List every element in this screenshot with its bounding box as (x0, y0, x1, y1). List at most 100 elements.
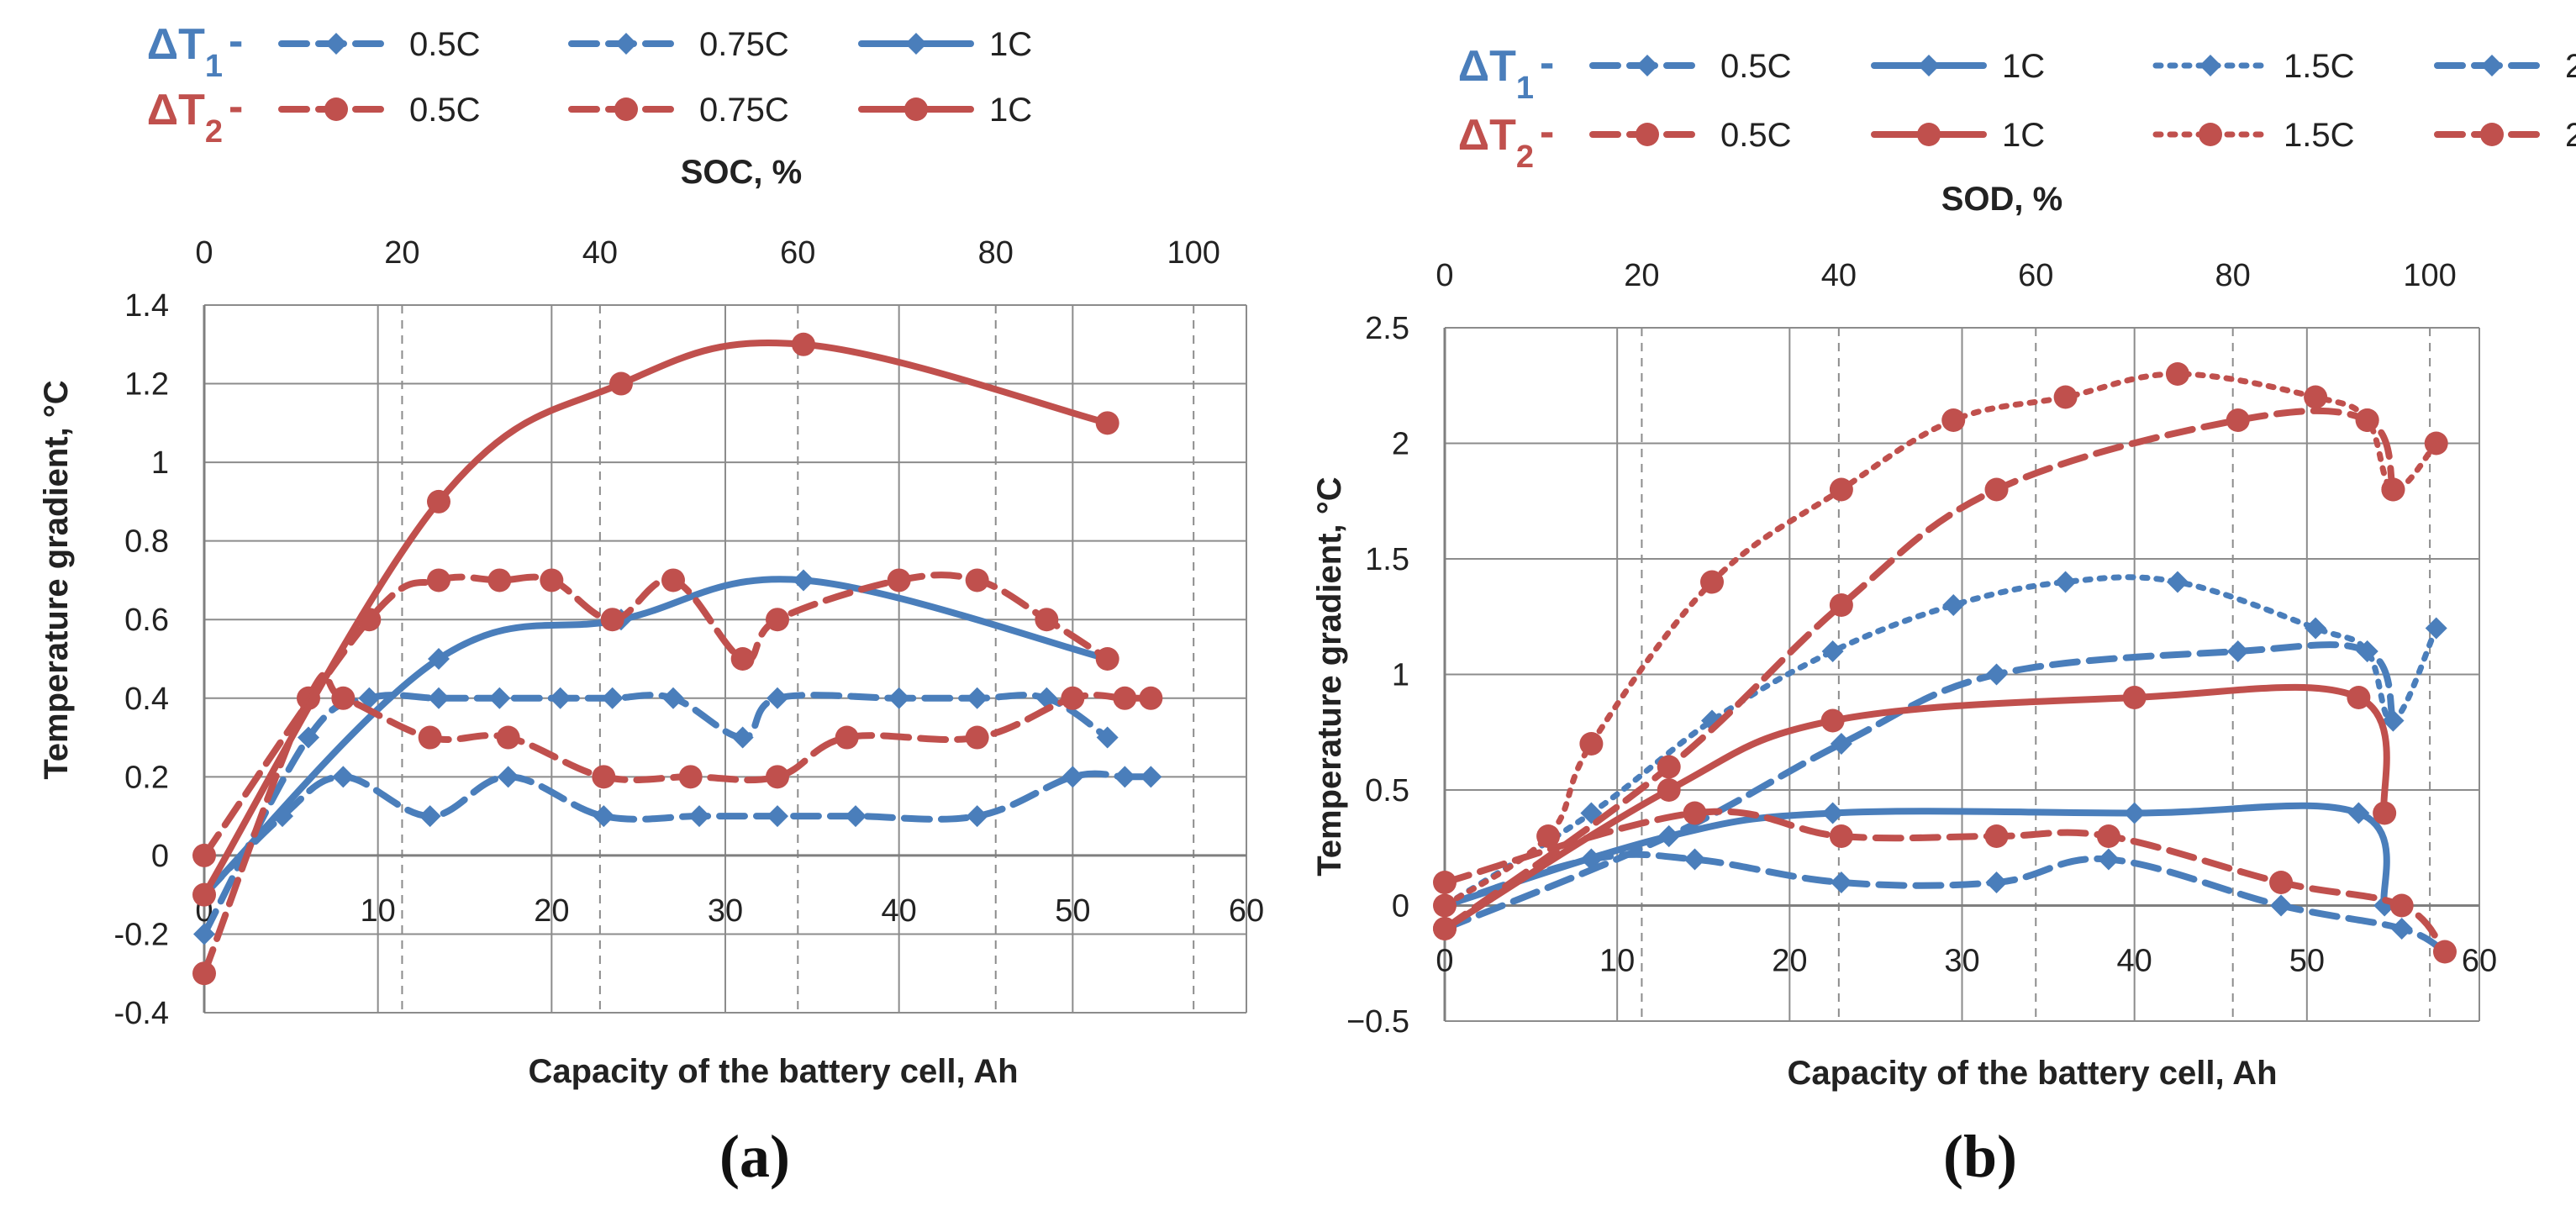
series-line (201, 340, 1111, 898)
data-point (1985, 872, 2008, 893)
x2-tick-label: 0 (195, 235, 213, 271)
data-point (966, 805, 988, 828)
data-point (766, 805, 788, 828)
legend-title-dash: - (229, 82, 243, 131)
data-point (766, 608, 789, 632)
legend-marker (1917, 123, 1941, 146)
data-point (1984, 477, 2009, 502)
legend-label: 0.75C (699, 92, 789, 129)
data-point (766, 765, 789, 789)
data-point (2425, 617, 2447, 640)
legend-marker (1636, 123, 1659, 146)
data-point (2424, 431, 2448, 456)
legend-label: 2C (2565, 117, 2576, 154)
legend-title-symbol: ΔT (1458, 42, 1516, 91)
legend-title-dt2: ΔT2 (147, 86, 223, 150)
data-point (2390, 918, 2413, 940)
data-point (2432, 940, 2457, 964)
data-point (2122, 686, 2147, 709)
x2-axis-label: SOD, % (1941, 181, 2062, 218)
x-tick-label: 10 (1599, 944, 1635, 979)
data-point (593, 805, 615, 828)
data-point (2347, 686, 2371, 709)
data-point (1095, 647, 1119, 671)
data-point (487, 568, 512, 592)
data-point (1579, 732, 1604, 756)
y-tick-label: 1 (1392, 658, 1409, 693)
data-point (592, 765, 616, 789)
data-point (2165, 362, 2189, 386)
series-line (201, 770, 1155, 898)
y-tick-label: 0.6 (124, 603, 169, 638)
data-point (2356, 640, 2378, 662)
data-point (1433, 917, 1457, 940)
panel-label: (a) (719, 1123, 790, 1190)
series-dt2-3 (192, 671, 1163, 986)
legend-label: 0.5C (409, 92, 481, 129)
data-point (2123, 802, 2146, 824)
legend-title-dt2: ΔT2 (1458, 111, 1534, 175)
series-dt2-4 (1433, 801, 2457, 964)
legend-title-dash: - (229, 17, 243, 66)
legend-title-dt1: ΔT1 (1458, 42, 1534, 106)
x2-tick-label: 40 (1821, 258, 1857, 293)
x-tick-label: 10 (361, 893, 396, 929)
series-dt2-4 (192, 568, 1119, 867)
x2-tick-label: 20 (384, 235, 419, 271)
legend-marker (615, 33, 637, 55)
x-tick-label: 30 (708, 893, 743, 929)
x2-axis-label: SOC, % (681, 154, 802, 191)
y-tick-label: -0.2 (114, 917, 169, 952)
series-dt2-7 (1433, 407, 2405, 940)
data-point (730, 647, 755, 671)
data-point (965, 725, 989, 750)
data-point (1829, 593, 1853, 617)
data-point (332, 766, 355, 788)
chart-a: -0.4 -0.2 0 0.2 0.4 0.6 0.8 1 1.2 1.4 0 10 20 30 40 50 6… (38, 17, 1264, 1190)
data-point (1984, 824, 2009, 848)
data-point (540, 568, 564, 592)
series-line (1441, 850, 2448, 956)
data-point (298, 726, 319, 749)
data-point (2355, 408, 2379, 432)
data-point (192, 843, 216, 867)
data-point (428, 687, 450, 709)
legend-label: 1C (989, 92, 1032, 129)
series-line (1441, 371, 2440, 908)
x-tick-label: 50 (2289, 944, 2325, 979)
y-tick-label: 1.5 (1365, 542, 1409, 577)
data-point (193, 923, 215, 945)
x-tick-label: 20 (1772, 944, 1807, 979)
data-point (2382, 709, 2405, 732)
data-point (731, 726, 754, 749)
data-point (1114, 766, 1136, 788)
data-point (1061, 766, 1084, 788)
data-point (1700, 570, 1725, 594)
y-tick-label: 0 (1392, 889, 1409, 924)
legend-marker (1918, 55, 1940, 76)
legend-title-subscript: 2 (1516, 140, 1534, 175)
data-point (2226, 408, 2250, 432)
data-point (2305, 617, 2327, 640)
legend-title-symbol: ΔT (147, 20, 205, 69)
series-dt1-0 (193, 766, 1162, 906)
y-tick-label: −0.5 (1346, 1004, 1409, 1040)
x2-tick-label: 0 (1436, 258, 1453, 293)
x-tick-label: 50 (1055, 893, 1090, 929)
data-point (678, 765, 703, 789)
y-tick-label: 2 (1392, 427, 1409, 462)
legend-title-dash: - (1540, 39, 1554, 87)
data-point (601, 687, 624, 709)
data-point (661, 568, 685, 592)
x-tick-label: 30 (1944, 944, 1979, 979)
data-point (2096, 824, 2120, 848)
data-point (792, 332, 815, 356)
legend-label: 1C (2002, 117, 2045, 154)
data-point (1820, 708, 1845, 733)
data-point (549, 687, 572, 709)
legend-marker (325, 33, 347, 55)
series-dt2-5 (192, 332, 1119, 907)
x2-tick-label: 80 (2215, 258, 2251, 293)
